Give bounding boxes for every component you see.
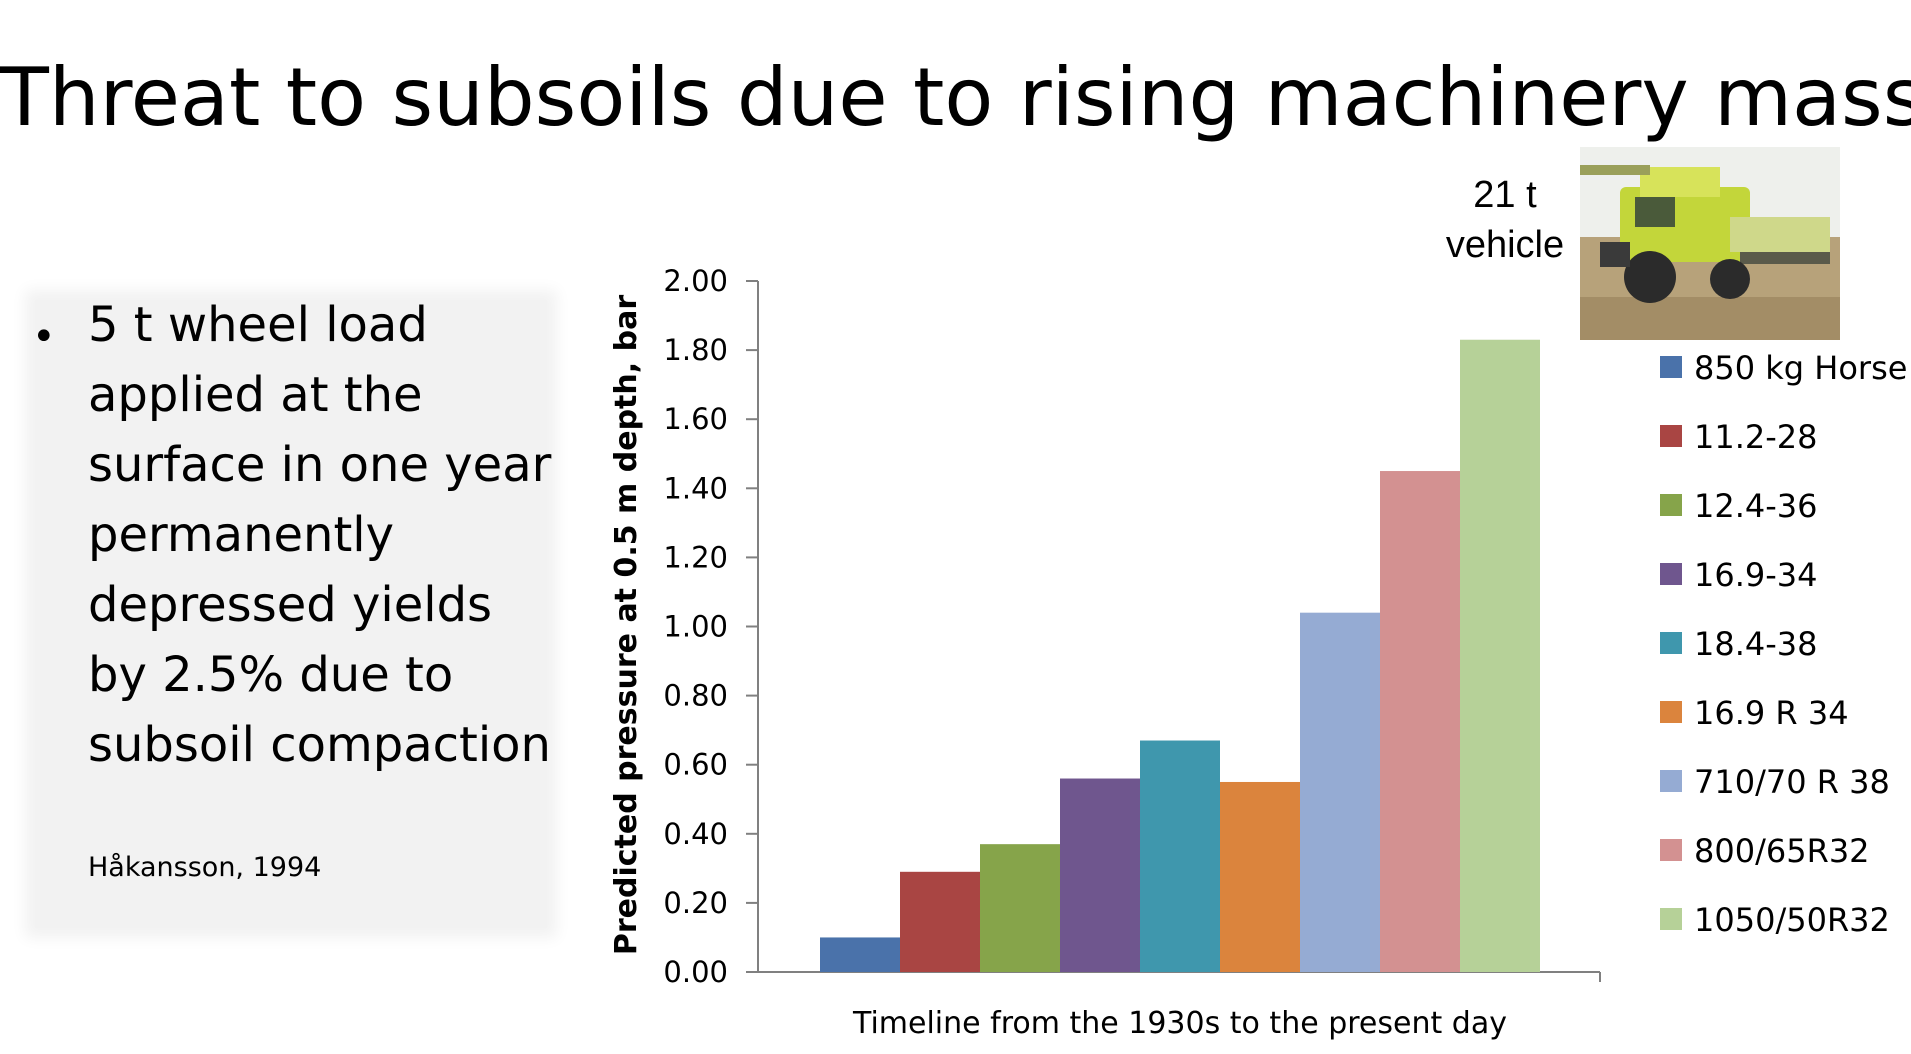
- y-tick-label: 1.00: [663, 610, 728, 644]
- y-tick-label: 1.40: [663, 471, 728, 505]
- y-tick-label: 1.80: [663, 333, 728, 367]
- legend-item: 710/70 R 38: [1660, 762, 1890, 802]
- bar-3: [980, 844, 1060, 972]
- legend-swatch: [1660, 839, 1682, 861]
- bar-4: [1060, 778, 1140, 972]
- legend-item: 850 kg Horse: [1660, 348, 1907, 388]
- bar-1: [820, 937, 900, 972]
- legend-label: 800/65R32: [1694, 832, 1870, 870]
- bar-2: [900, 871, 980, 972]
- legend-item: 800/65R32: [1660, 831, 1870, 871]
- legend-label: 16.9 R 34: [1694, 694, 1849, 732]
- legend-item: 18.4-38: [1660, 624, 1818, 664]
- y-tick-label: 1.20: [663, 540, 728, 574]
- legend-item: 11.2-28: [1660, 417, 1818, 457]
- legend-swatch: [1660, 770, 1682, 792]
- legend-label: 11.2-28: [1694, 418, 1818, 456]
- x-axis-title: Timeline from the 1930s to the present d…: [852, 1006, 1507, 1041]
- bar-7: [1300, 612, 1380, 972]
- y-tick-label: 1.60: [663, 402, 728, 436]
- combine-harvester-photo: [1580, 147, 1840, 340]
- legend-label: 850 kg Horse: [1694, 349, 1908, 387]
- legend-item: 1050/50R32: [1660, 900, 1890, 940]
- bar-5: [1140, 740, 1220, 972]
- vehicle-label-weight: 21 t: [1473, 174, 1537, 216]
- legend-swatch: [1660, 356, 1682, 378]
- bar-9: [1460, 339, 1540, 972]
- legend-label: 18.4-38: [1694, 625, 1818, 663]
- bullet-panel: [35, 300, 547, 928]
- legend-swatch: [1660, 494, 1682, 516]
- legend-swatch: [1660, 563, 1682, 585]
- legend-swatch: [1660, 425, 1682, 447]
- citation: Håkansson, 1994: [88, 852, 322, 883]
- bullet-text: 5 t wheel load applied at the surface in…: [88, 297, 552, 773]
- y-axis-title: Predicted pressure at 0.5 m depth, bar: [609, 295, 644, 955]
- y-tick-label: 0.20: [663, 886, 728, 920]
- legend-label: 1050/50R32: [1694, 901, 1890, 939]
- combine-harvester-icon: [1580, 147, 1840, 340]
- legend-label: 12.4-36: [1694, 487, 1818, 525]
- legend-label: 16.9-34: [1694, 556, 1818, 594]
- bar-8: [1380, 471, 1460, 972]
- legend-item: 16.9-34: [1660, 555, 1818, 595]
- legend-swatch: [1660, 701, 1682, 723]
- y-tick-label: 0.80: [663, 679, 728, 713]
- legend-item: 12.4-36: [1660, 486, 1818, 526]
- legend-swatch: [1660, 908, 1682, 930]
- legend-label: 710/70 R 38: [1694, 763, 1890, 801]
- slide-title: Threat to subsoils due to rising machine…: [0, 51, 1911, 144]
- legend-swatch: [1660, 632, 1682, 654]
- bullet-point-icon: •: [32, 314, 56, 360]
- legend-item: 16.9 R 34: [1660, 693, 1849, 733]
- y-tick-label: 0.00: [663, 955, 728, 989]
- y-tick-label: 0.60: [663, 748, 728, 782]
- y-tick-label: 2.00: [663, 264, 728, 298]
- vehicle-label-text: vehicle: [1445, 224, 1565, 266]
- y-tick-label: 0.40: [663, 817, 728, 851]
- vehicle-label: 21 t vehicle: [1415, 170, 1595, 270]
- bar-6: [1220, 781, 1300, 972]
